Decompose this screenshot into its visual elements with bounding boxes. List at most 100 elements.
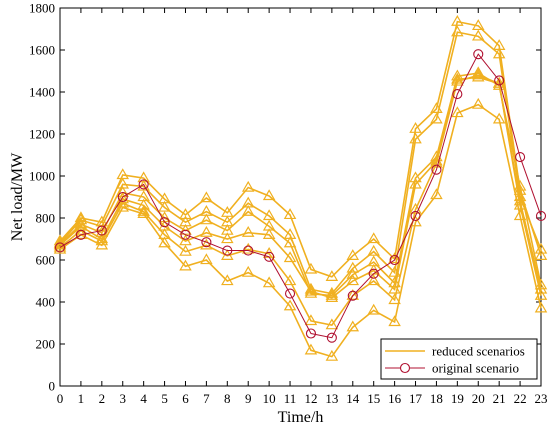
x-tick-label: 20 [472,391,485,406]
x-tick-label: 10 [263,391,276,406]
data-point-triangle [430,156,443,168]
x-tick-label: 0 [57,391,64,406]
data-point-triangle [116,168,130,180]
x-tick-label: 18 [430,391,443,406]
data-point-triangle [346,267,360,279]
data-point-triangle [367,303,380,315]
x-tick-label: 2 [99,391,106,406]
data-point-triangle [283,251,297,263]
data-point-triangle [283,299,297,311]
data-point-triangle [409,122,422,133]
legend-item: original scenario [385,361,519,376]
y-tick-label: 400 [36,295,56,310]
data-point-triangle [409,177,422,189]
series-line [59,20,542,278]
data-point-triangle [283,208,297,220]
data-point-triangle [346,320,360,332]
data-point-circle [75,229,86,240]
data-point-circle [222,245,233,256]
data-point-triangle [137,204,150,216]
data-point-triangle [325,318,339,330]
data-point-triangle [409,132,422,144]
data-point-circle [326,332,337,343]
data-point-triangle [158,200,171,212]
data-point-triangle [346,249,360,260]
x-axis-title: Time/h [278,409,324,426]
data-point-triangle [262,276,276,288]
series-line [59,53,542,339]
data-point-triangle [367,244,380,256]
data-point-circle [410,210,421,221]
x-tick-label: 6 [182,391,189,406]
x-tick-label: 21 [493,391,506,406]
y-tick-label: 0 [49,379,56,394]
data-point-triangle [513,209,527,221]
data-point-triangle [492,47,506,59]
data-point-triangle [346,261,360,273]
data-point-triangle [116,200,130,212]
data-point-triangle [179,234,192,246]
data-point-triangle [451,25,464,37]
data-point-circle [96,225,107,236]
data-point-triangle [262,228,276,239]
data-point-triangle [471,97,485,109]
x-tick-label: 9 [245,391,252,406]
data-point-triangle [451,14,464,26]
data-point-triangle [471,29,485,41]
data-point-triangle [346,288,360,300]
data-point-triangle [304,262,318,274]
y-tick-label: 200 [36,337,56,352]
data-point-triangle [221,274,234,286]
plot-frame [59,7,542,387]
data-point-triangle [283,236,297,248]
legend-label: reduced scenarios [432,344,525,359]
data-point-triangle [283,274,297,286]
y-tick-label: 800 [36,211,56,226]
data-point-triangle [388,293,401,305]
data-point-triangle [534,249,548,260]
data-point-triangle [179,208,192,220]
data-point-triangle [492,76,506,88]
data-point-triangle [241,225,255,237]
data-point-circle [347,290,358,301]
data-point-triangle [74,217,88,229]
data-point-triangle [471,19,485,31]
x-tick-label: 19 [451,391,464,406]
data-point-circle [264,251,275,262]
data-point-circle [201,237,212,248]
y-tick-label: 1600 [29,43,55,58]
x-tick-label: 12 [304,391,317,406]
data-point-triangle [534,301,548,313]
data-point-circle [473,49,484,60]
data-point-triangle [200,225,213,237]
data-point-circle [54,242,66,253]
data-point-triangle [367,274,380,286]
data-point-triangle [241,180,255,192]
data-point-triangle [451,74,464,86]
data-point-triangle [53,242,67,254]
data-point-triangle [137,207,150,218]
y-tick-label: 1200 [29,127,55,142]
data-point-triangle [304,284,318,296]
data-point-circle [535,210,547,221]
data-point-circle [117,191,128,203]
data-point-triangle [179,244,192,256]
y-tick-label: 1400 [29,85,55,100]
data-point-triangle [471,68,485,80]
x-tick-label: 22 [514,391,527,406]
data-point-triangle [221,232,234,244]
data-point-triangle [534,242,548,254]
data-point-circle [494,75,505,86]
series-reduced [53,66,548,300]
data-point-circle [389,254,400,266]
data-point-triangle [158,236,171,248]
data-point-triangle [95,232,109,244]
data-point-triangle [200,238,213,250]
data-point-triangle [262,189,276,201]
data-point-triangle [200,213,213,225]
data-point-circle [368,268,379,279]
data-point-triangle [53,240,67,252]
data-point-triangle [262,209,276,221]
data-point-circle [180,229,191,240]
